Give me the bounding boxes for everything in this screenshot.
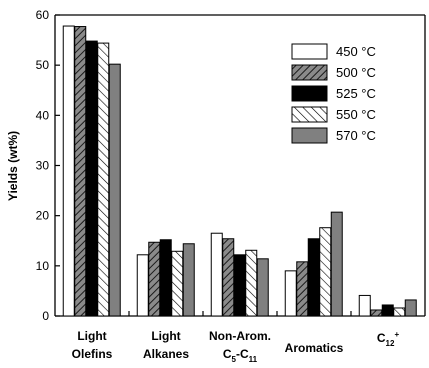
bar-550C-cat-4 bbox=[393, 307, 406, 317]
bar-525C-cat-0 bbox=[85, 40, 98, 317]
bar-570C-cat-0 bbox=[108, 63, 121, 317]
legend-swatch bbox=[291, 106, 328, 123]
bar-450C-cat-3 bbox=[284, 270, 297, 317]
bar-525C-cat-1 bbox=[159, 239, 172, 317]
legend-swatch bbox=[291, 127, 328, 144]
category-label-part: C bbox=[377, 331, 386, 345]
category-label-part: -C bbox=[236, 347, 249, 361]
category-label-part: C bbox=[223, 347, 232, 361]
y-axis-ticks: 0 10 20 30 40 50 60 bbox=[36, 8, 60, 323]
bar-450C-cat-2 bbox=[210, 232, 223, 317]
y-tick-label: 60 bbox=[36, 8, 50, 22]
bar-500C-cat-1 bbox=[148, 241, 161, 317]
bar-500C-cat-0 bbox=[74, 26, 87, 317]
bar-550C-cat-3 bbox=[319, 227, 332, 317]
bar-570C-cat-4 bbox=[404, 299, 417, 317]
legend-swatch bbox=[291, 43, 328, 60]
bar-500C-cat-4 bbox=[370, 309, 383, 317]
bar-550C-cat-0 bbox=[97, 42, 110, 317]
y-tick-label: 0 bbox=[42, 309, 49, 323]
category-label-superscript: + bbox=[394, 330, 399, 339]
legend-label: 525 °C bbox=[336, 86, 376, 101]
category-label: C12+ bbox=[377, 330, 400, 348]
bar-450C-cat-4 bbox=[358, 294, 371, 317]
category-label-line1: Light bbox=[151, 329, 180, 343]
category-label-line2: Olefins bbox=[72, 347, 113, 361]
bar-series bbox=[62, 25, 417, 317]
y-tick-label: 40 bbox=[36, 108, 50, 122]
legend-swatch bbox=[291, 85, 328, 102]
category-label-line2: Alkanes bbox=[143, 347, 189, 361]
category-label-line1: Non-Arom. bbox=[209, 329, 271, 343]
y-tick-label: 50 bbox=[36, 58, 50, 72]
x-axis-ticks bbox=[128, 311, 352, 316]
legend-label: 500 °C bbox=[336, 65, 376, 80]
category-label-line1: Light bbox=[77, 329, 106, 343]
bar-570C-cat-1 bbox=[182, 243, 195, 317]
bar-525C-cat-4 bbox=[381, 304, 394, 317]
bar-525C-cat-3 bbox=[307, 238, 320, 317]
category-labels: LightOlefinsLightAlkanesNon-Arom.C5-C11A… bbox=[72, 329, 400, 364]
legend: 450 °C 500 °C 525 °C 550 °C 570 °C bbox=[291, 43, 376, 144]
y-tick-label: 10 bbox=[36, 259, 50, 273]
legend-label: 450 °C bbox=[336, 44, 376, 59]
bar-450C-cat-1 bbox=[136, 254, 149, 317]
legend-label: 570 °C bbox=[336, 128, 376, 143]
bar-570C-cat-3 bbox=[330, 211, 343, 317]
bar-570C-cat-2 bbox=[256, 258, 269, 317]
bar-550C-cat-2 bbox=[245, 249, 258, 317]
bar-500C-cat-2 bbox=[222, 238, 235, 317]
legend-swatch bbox=[291, 64, 328, 81]
bar-450C-cat-0 bbox=[62, 25, 75, 317]
y-axis-title: Yields (wt%) bbox=[6, 131, 20, 201]
category-label-line2: C5-C11 bbox=[223, 347, 258, 364]
category-label-subscript: 11 bbox=[249, 355, 258, 364]
category-label-subscript: 5 bbox=[232, 355, 237, 364]
y-tick-label: 20 bbox=[36, 209, 50, 223]
bar-500C-cat-3 bbox=[296, 261, 309, 317]
bar-550C-cat-1 bbox=[171, 250, 184, 317]
y-tick-label: 30 bbox=[36, 159, 50, 173]
legend-label: 550 °C bbox=[336, 107, 376, 122]
category-label-subscript: 12 bbox=[386, 339, 395, 348]
category-label-line1: Aromatics bbox=[285, 341, 344, 355]
bar-525C-cat-2 bbox=[233, 254, 246, 317]
